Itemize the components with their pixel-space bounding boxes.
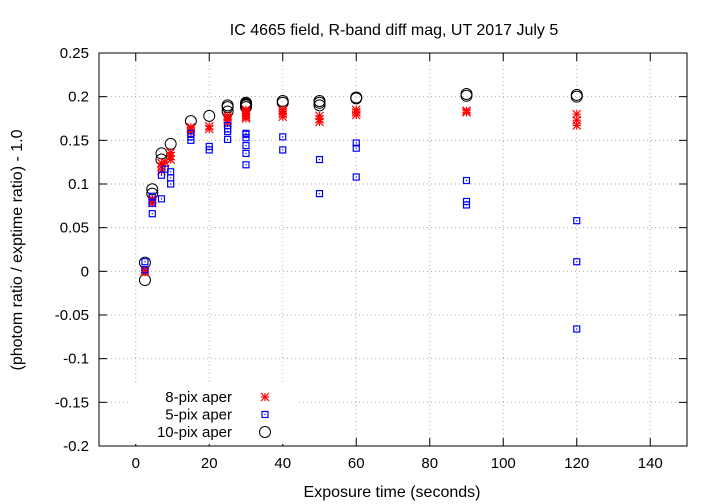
data-point	[146, 183, 159, 196]
series-10-pix-aper	[138, 88, 583, 287]
data-point	[315, 155, 324, 164]
x-tick-label: 20	[201, 455, 218, 472]
data-point	[141, 258, 149, 266]
data-point	[203, 109, 216, 122]
data-point	[157, 195, 166, 203]
plot-area	[138, 88, 583, 333]
data-point	[313, 95, 326, 108]
data-point	[313, 99, 326, 112]
chart-title: IC 4665 field, R-band diff mag, UT 2017 …	[230, 22, 559, 39]
y-tick-label: 0	[81, 263, 89, 280]
data-point	[242, 129, 250, 137]
data-point	[224, 121, 232, 130]
data-point	[278, 105, 288, 115]
data-point	[164, 137, 177, 150]
x-tick-label: 120	[564, 455, 589, 472]
legend-marker	[260, 392, 270, 402]
data-point	[223, 111, 233, 121]
data-point	[205, 142, 213, 151]
data-point	[221, 99, 234, 112]
y-tick-label: -0.2	[63, 438, 89, 455]
x-tick-label: 140	[638, 455, 663, 472]
legend-marker	[261, 410, 269, 419]
y-tick-label: 0.1	[68, 176, 89, 193]
tick-labels: 0 20 40 60 80 100 120 140 -0.2 -0.15 -0.1 -0.05 0 0.0…	[55, 45, 663, 472]
x-axis-label: Exposure time (seconds)	[304, 484, 481, 501]
data-point	[462, 197, 471, 206]
data-point	[167, 174, 175, 182]
series-8-pix-aper	[140, 105, 582, 277]
data-point	[352, 173, 360, 181]
data-point	[148, 199, 156, 207]
data-point	[315, 111, 324, 121]
data-point	[462, 106, 471, 116]
data-point	[315, 190, 324, 198]
legend-marker	[259, 426, 271, 438]
legend-label: 8-pix aper	[165, 389, 232, 406]
data-point	[187, 129, 195, 137]
data-point	[155, 147, 168, 160]
data-point	[242, 161, 250, 169]
x-tick-label: 40	[274, 455, 291, 472]
x-tick-label: 80	[421, 455, 438, 472]
data-point	[350, 91, 363, 104]
legend-label: 5-pix aper	[165, 407, 232, 424]
data-point	[167, 180, 175, 188]
data-point	[573, 258, 581, 266]
data-point	[573, 217, 581, 225]
legend-label: 10-pix aper	[157, 424, 232, 441]
data-point	[166, 148, 176, 157]
y-tick-label: -0.15	[55, 394, 89, 411]
data-point	[167, 168, 175, 176]
data-point	[572, 109, 582, 119]
data-point	[279, 133, 287, 141]
x-tick-label: 60	[348, 455, 365, 472]
data-point	[462, 176, 471, 185]
legend-background	[131, 382, 299, 444]
y-tick-label: -0.1	[63, 351, 89, 368]
data-point	[148, 192, 156, 200]
y-axis-label: (photom ratio / exptime ratio) - 1.0	[9, 129, 26, 370]
x-tick-label: 0	[132, 455, 140, 472]
data-point	[573, 325, 581, 333]
data-point	[352, 139, 360, 147]
data-point	[224, 135, 232, 144]
series-5-pix-aper	[141, 121, 581, 333]
data-point	[460, 88, 473, 101]
y-tick-label: 0.05	[60, 220, 89, 237]
y-tick-label: 0.2	[68, 89, 89, 106]
plot-frame	[98, 52, 688, 447]
data-point	[242, 149, 250, 158]
grid-lines	[99, 52, 687, 447]
x-tick-label: 100	[491, 455, 516, 472]
data-point	[570, 88, 583, 101]
y-tick-label: 0.25	[60, 45, 89, 62]
data-point	[204, 121, 214, 131]
data-point	[242, 141, 250, 150]
data-point	[141, 265, 149, 274]
data-point	[352, 144, 360, 152]
data-point	[241, 105, 251, 115]
y-tick-label: 0.15	[60, 132, 89, 149]
data-point	[148, 210, 156, 218]
data-point	[351, 105, 361, 115]
data-point	[279, 146, 287, 154]
data-point	[157, 171, 166, 179]
data-point	[350, 92, 363, 105]
y-tick-label: -0.05	[55, 307, 89, 324]
